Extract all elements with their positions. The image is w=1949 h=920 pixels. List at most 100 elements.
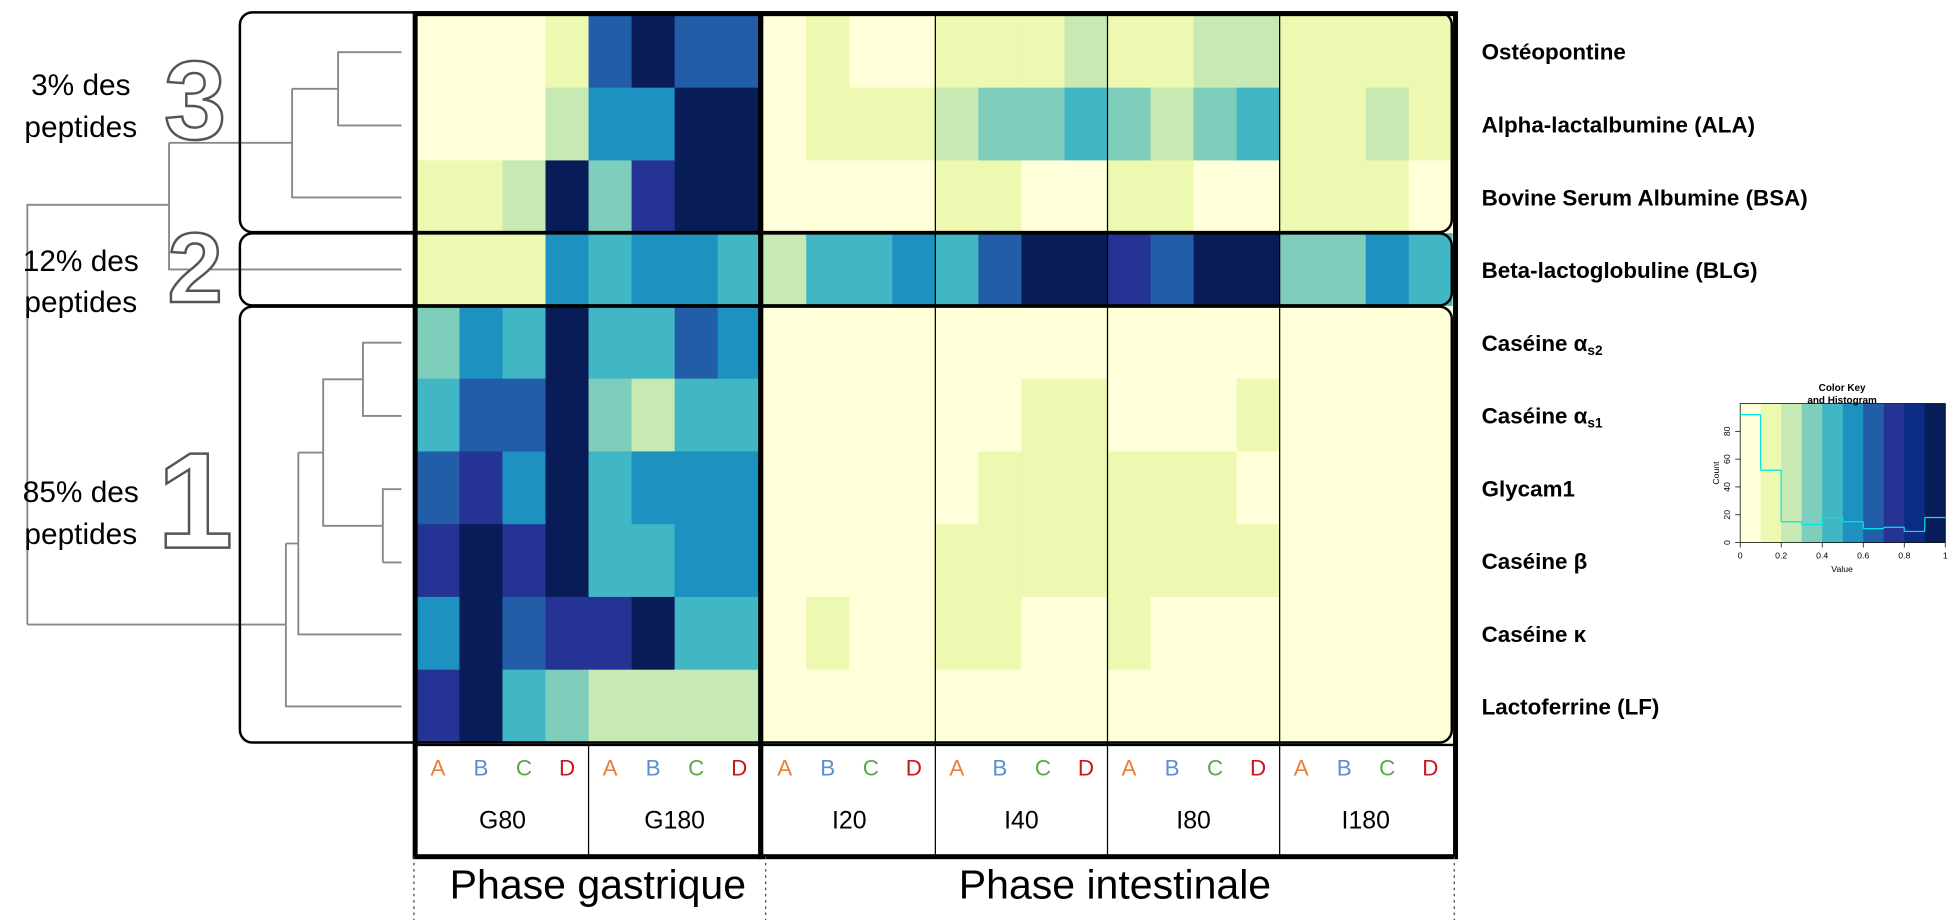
heatmap-cell [1064,451,1108,525]
heatmap-cell [1323,306,1367,380]
heatmap-cell [1237,524,1281,598]
heatmap-cell [806,524,850,598]
heatmap-cell [675,524,719,598]
heatmap-cell [718,451,762,525]
sample-label: D [906,756,922,781]
heatmap-cell [459,88,503,162]
heatmap-cell [1323,379,1367,453]
sample-label: A [1294,756,1309,781]
key-band [1904,404,1925,543]
heatmap-cell [502,306,546,380]
heatmap-cell [1366,306,1410,380]
heatmap-cell [1409,233,1453,307]
heatmap-cell [1021,160,1065,234]
row-label-text: Caséine α [1482,331,1588,356]
heatmap-cell [1021,15,1065,89]
heatmap-cell [978,88,1022,162]
heatmap-cell [1409,597,1453,671]
heatmap-cell [1323,15,1367,89]
heatmap-cell [502,379,546,453]
heatmap-cell [1237,160,1281,234]
heatmap-cell [1194,670,1238,744]
heatmap-cell [718,524,762,598]
heatmap-cell [416,524,460,598]
heatmap-cell [935,88,979,162]
heatmap-cell [416,15,460,89]
sample-label: B [1165,756,1180,781]
heatmap-cell [502,670,546,744]
heatmap-cell [1280,451,1324,525]
heatmap-cell [1237,379,1281,453]
row-label-text: Caséine κ [1482,622,1587,647]
heatmap-cell [892,597,936,671]
heatmap-cell [546,379,590,453]
heatmap-cell [1064,306,1108,380]
sample-label: C [1379,756,1395,781]
heatmap-cell [1021,379,1065,453]
key-band [1761,404,1782,543]
heatmap-cell [632,451,676,525]
row-label-text: Beta-lactoglobuline (BLG) [1482,258,1758,283]
heatmap-cell [892,451,936,525]
heatmap-cell [675,160,719,234]
heatmap-cell [978,670,1022,744]
heatmap-cell [589,597,633,671]
heatmap-cell [632,524,676,598]
row-label-text: Caséine β [1482,549,1588,574]
row-label: Beta-lactoglobuline (BLG) [1482,258,1758,283]
heatmap-cell [675,88,719,162]
heatmap-cell [1366,597,1410,671]
heatmap-cell [546,160,590,234]
heatmap-cell [1107,379,1151,453]
heatmap-cell [1280,15,1324,89]
heatmap-cell [763,451,807,525]
group-label: I180 [1342,807,1390,834]
cluster-label: 85% des [23,476,139,509]
heatmap-cell [1151,160,1195,234]
heatmap-cell [978,597,1022,671]
heatmap-cell [502,524,546,598]
heatmap-cell [675,233,719,307]
heatmap-cell [849,233,893,307]
heatmap-cell [416,88,460,162]
sample-label: D [1078,756,1094,781]
sample-label: B [1337,756,1352,781]
heatmap-cell [1409,306,1453,380]
heatmap-cell [1280,88,1324,162]
heatmap-cell [589,451,633,525]
heatmap-cell [1280,160,1324,234]
heatmap-cell [892,306,936,380]
row-label-text: Ostéopontine [1482,40,1626,65]
sample-label: A [949,756,964,781]
heatmap-cell [978,524,1022,598]
sample-label: B [820,756,835,781]
heatmap-cell [546,306,590,380]
sample-label: C [516,756,532,781]
heatmap-cell [1151,233,1195,307]
row-label-subscript: s2 [1587,343,1603,358]
heatmap-cell [1237,306,1281,380]
heatmap-cell [849,379,893,453]
heatmap-cell [675,597,719,671]
heatmap-cell [1194,88,1238,162]
heatmap-cell [978,379,1022,453]
heatmap-cell [502,233,546,307]
heatmap-cell [1323,88,1367,162]
heatmap-cell [1237,597,1281,671]
heatmap-cell [806,597,850,671]
row-label: Glycam1 [1482,476,1575,501]
cluster-label: 3% des [31,69,130,102]
row-label: Caséine αs2 [1482,331,1603,358]
heatmap-cell [1151,597,1195,671]
sample-label: D [1422,756,1438,781]
heatmap-cell [459,160,503,234]
heatmap-cell [459,379,503,453]
heatmap-cell [632,306,676,380]
heatmap-cell [546,233,590,307]
heatmap-cell [1280,670,1324,744]
heatmap-cell [1323,524,1367,598]
heatmap-cell [1107,233,1151,307]
heatmap-cell [1064,670,1108,744]
heatmap-cell [935,160,979,234]
heatmap-cell [849,451,893,525]
